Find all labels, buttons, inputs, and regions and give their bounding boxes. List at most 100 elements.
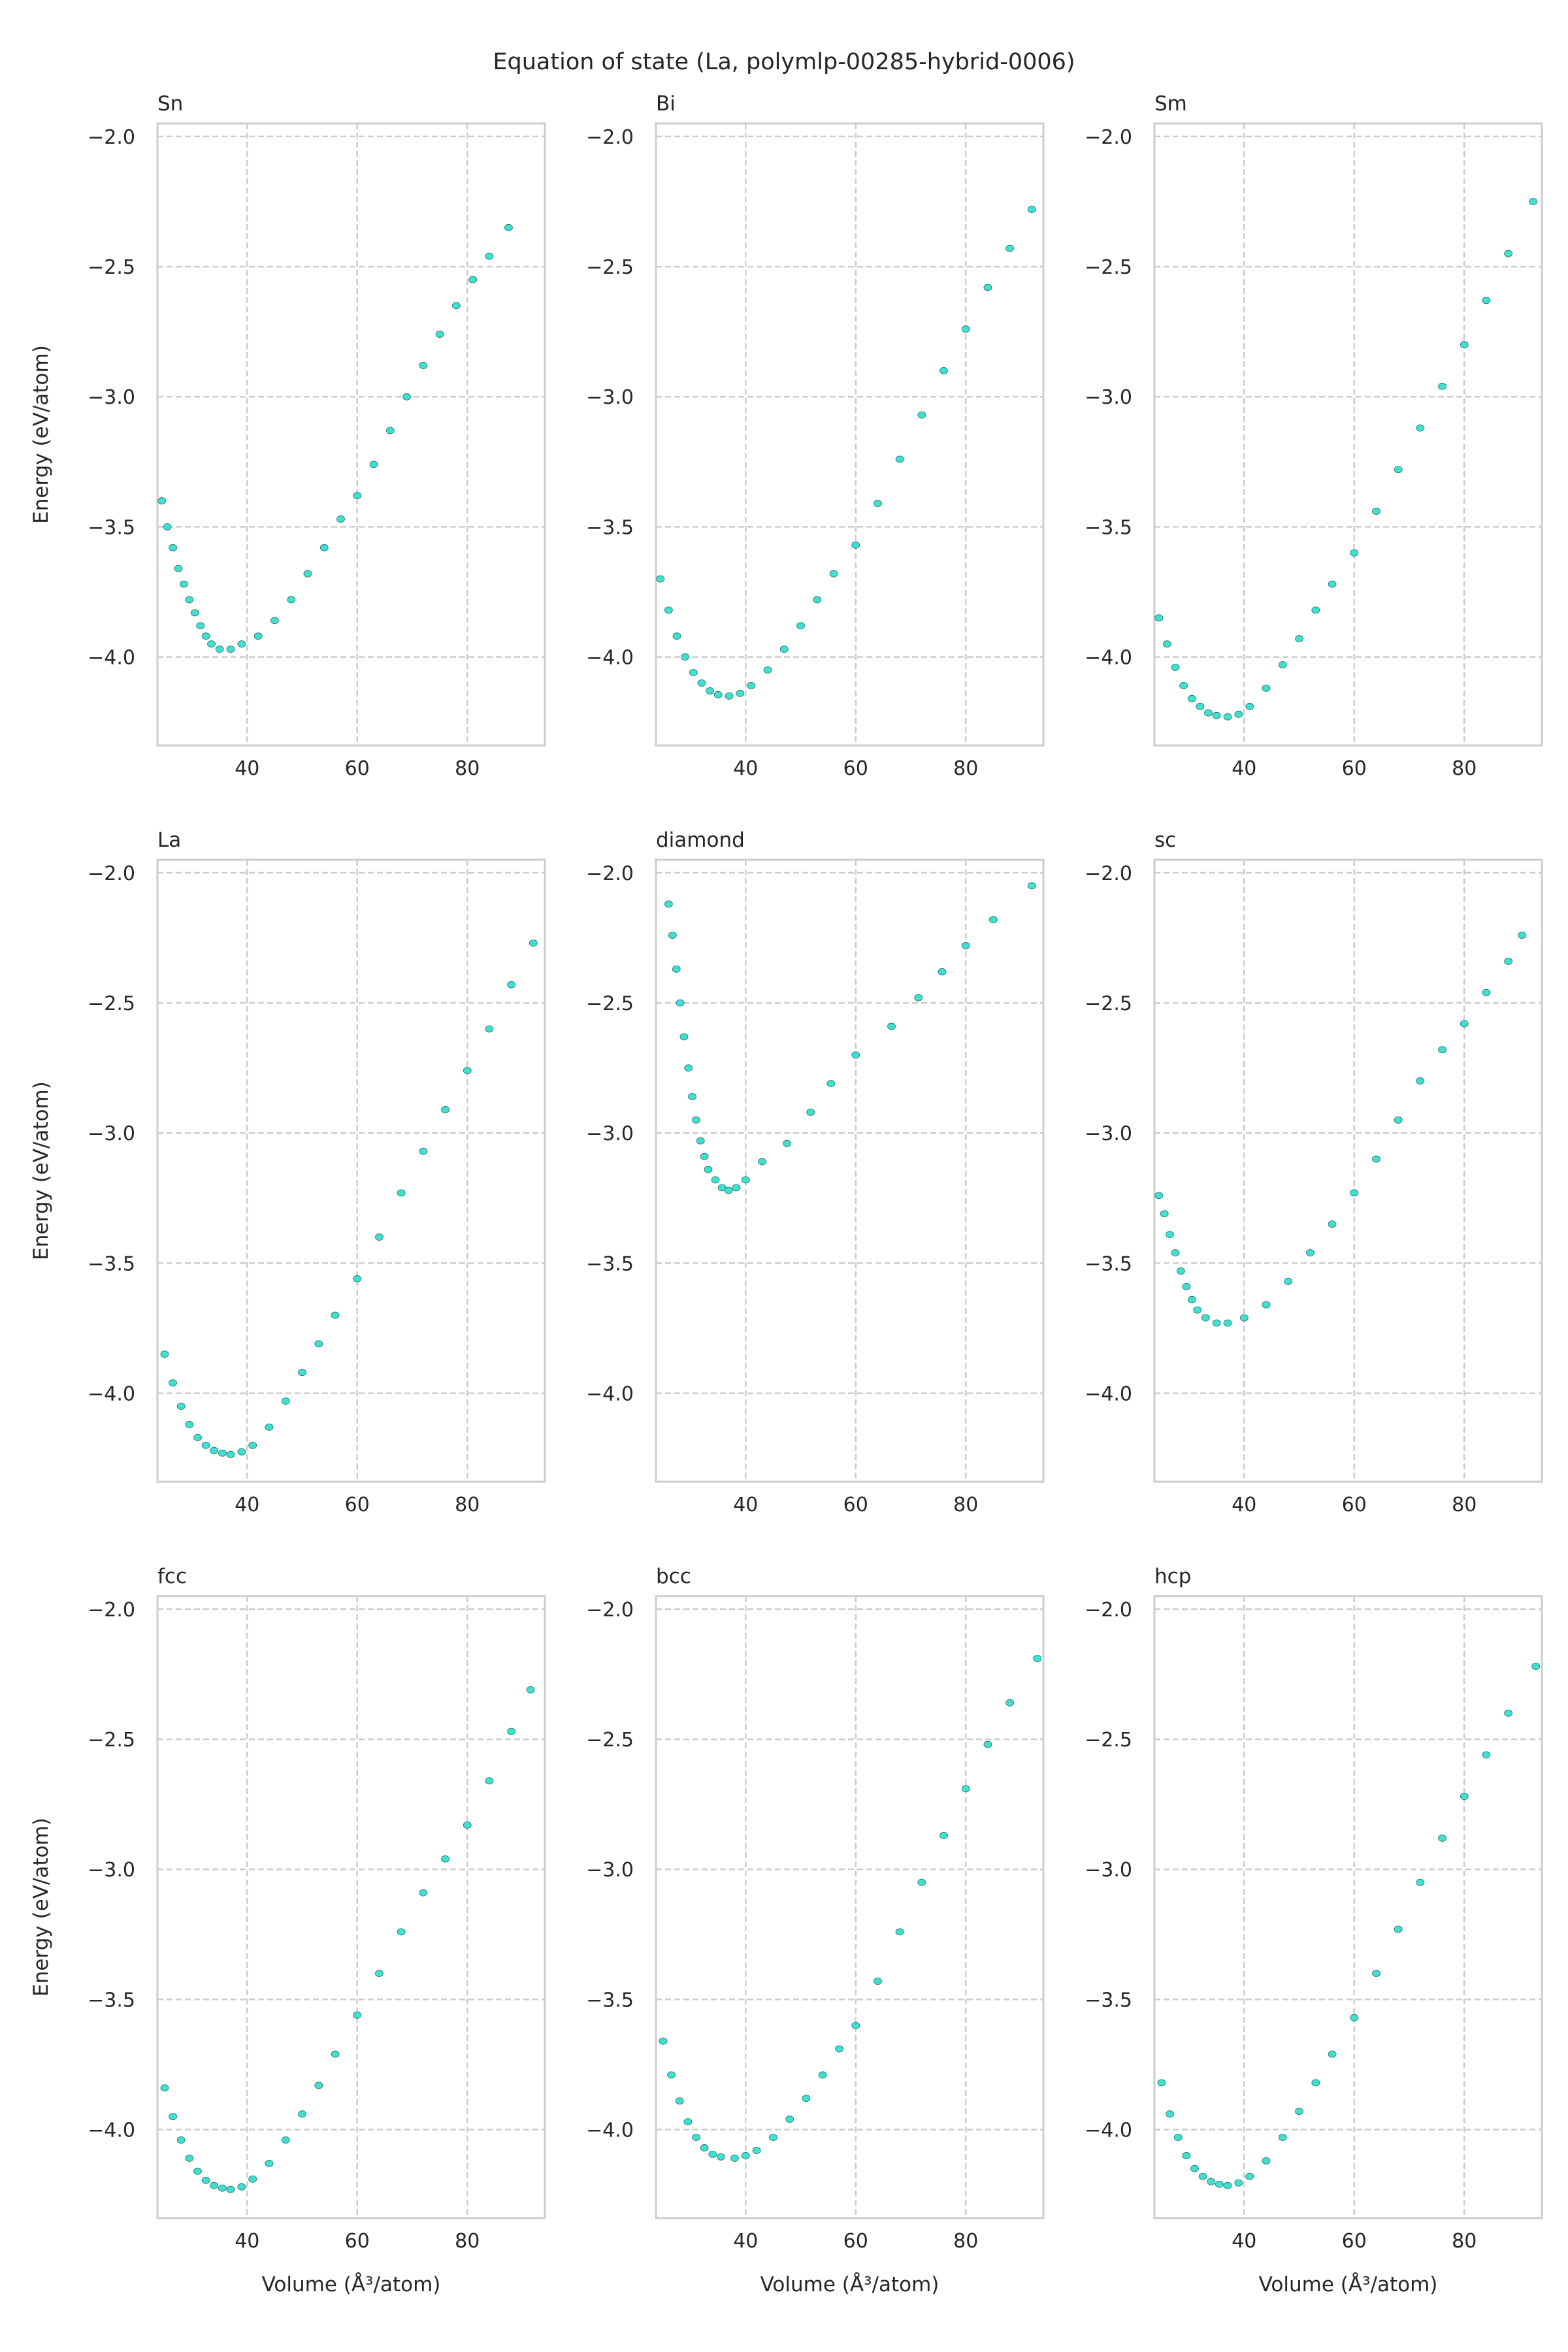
data-point [1438,1046,1446,1054]
y-tick-label: −3.0 [88,386,135,409]
data-point [419,1889,428,1897]
data-point [851,541,860,549]
x-tick-label: 40 [235,2230,259,2253]
panel-Sm: 40 60 80 −2.0 −2.5 −3.0 −3.5 −4.0 Sm [1085,92,1543,780]
data-point [1350,1189,1359,1197]
data-point [265,2159,274,2167]
data-point [237,2183,246,2191]
data-point [265,1423,274,1431]
data-point [689,669,698,676]
data-point [160,1350,169,1358]
data-point [983,284,992,291]
data-point [298,1369,306,1377]
data-point [716,2153,725,2161]
data-point [1295,2108,1303,2115]
data-point [1239,1314,1249,1322]
data-point [201,1441,210,1449]
data-point [463,1067,472,1075]
data-point [917,411,926,419]
x-tick-label: 40 [235,757,259,780]
data-point [1328,1220,1337,1228]
data-point [1193,1306,1202,1314]
x-tick-label: 80 [1452,1494,1477,1516]
data-point [874,500,882,507]
data-point [397,1928,406,1936]
data-point [331,1311,340,1319]
x-tick-label: 60 [843,757,868,780]
data-point [441,1855,449,1863]
x-tick-label: 40 [733,1494,758,1516]
data-point [1166,2110,1174,2118]
data-point [961,942,970,949]
data-point [1179,681,1188,689]
data-point [1171,664,1180,671]
data-point [485,1025,494,1033]
data-point [1416,1077,1425,1085]
data-point [1198,2172,1207,2180]
y-tick-label: −2.0 [586,126,634,149]
data-point [1278,661,1287,668]
y-tick-label: −3.5 [586,1989,634,2012]
data-point [758,1158,766,1166]
data-point [298,2110,306,2118]
data-point [504,223,513,231]
data-point [736,689,745,697]
y-tick-label: −2.5 [88,256,135,279]
x-tick-label: 60 [1342,757,1367,780]
data-point [1234,710,1243,718]
data-point [681,653,690,661]
data-point [939,367,948,374]
y-tick-label: −4.0 [1085,2119,1132,2142]
y-tick-label: −4.0 [88,2119,135,2142]
y-tick-label: −2.0 [88,126,135,149]
data-point [210,2181,219,2189]
data-point [700,2144,709,2151]
data-point [1531,1663,1541,1670]
data-point [700,1152,709,1160]
data-point [741,1176,750,1184]
data-point [253,632,263,640]
plot-area [1154,860,1542,1482]
data-point [435,331,444,338]
data-point [1394,1925,1403,1933]
data-point [526,1686,535,1693]
plot-area [1154,123,1542,745]
data-point [1262,684,1271,692]
data-point [441,1105,449,1113]
y-tick-label: −3.0 [1085,1859,1132,1882]
data-point [201,2176,210,2184]
data-point [656,575,665,583]
data-point [375,1233,384,1241]
data-point [1182,2152,1191,2159]
plot-area [1154,1596,1542,2218]
data-point [1201,1314,1210,1322]
data-point [939,1832,948,1839]
data-point [169,544,177,551]
panel-title: fcc [157,1565,187,1588]
data-point [1245,702,1254,710]
data-point [763,666,772,674]
data-point [779,645,789,653]
data-point [1190,2164,1199,2172]
data-point [829,570,838,578]
panel-title: bcc [656,1565,691,1588]
x-tick-label: 80 [953,2230,978,2253]
plot-area [656,860,1043,1482]
y-tick-label: −2.0 [88,1599,135,1622]
data-point [895,1928,904,1936]
axes-frame [1153,122,1543,747]
data-point [397,1189,406,1197]
x-tick-label: 60 [345,757,370,780]
axes-frame [156,858,546,1483]
data-point [692,2134,700,2141]
panel-title: Sm [1154,92,1187,116]
data-point [176,1403,186,1410]
y-axis-label: Energy (eV/atom) [29,345,53,524]
data-point [732,1184,741,1192]
data-point [468,276,478,284]
data-point [218,1449,227,1457]
y-tick-label: −2.0 [88,862,135,885]
data-point [314,1340,323,1348]
y-axis-label: Energy (eV/atom) [29,1081,53,1260]
data-point [281,1397,290,1405]
